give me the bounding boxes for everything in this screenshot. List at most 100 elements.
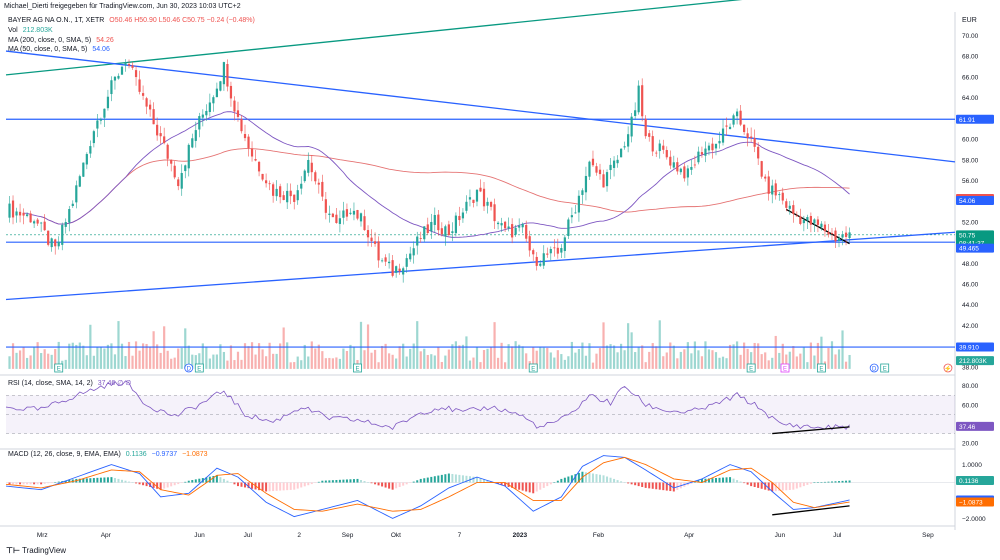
candle-body xyxy=(356,210,359,219)
volume-bar xyxy=(535,350,538,369)
macd-histogram-bar xyxy=(651,482,654,489)
legend-ma50-row[interactable]: MA (50, close, 0, SMA, 5) 54.06 xyxy=(8,46,110,53)
volume-bar xyxy=(391,354,394,369)
macd-histogram-bar xyxy=(542,482,545,488)
time-tick-label: Okt xyxy=(391,532,401,539)
event-marker-label: D xyxy=(872,366,877,372)
candle-body xyxy=(542,253,545,266)
volume-bar xyxy=(637,347,640,369)
volume-bar xyxy=(500,342,503,369)
macd-histogram-bar xyxy=(215,475,218,483)
candle-body xyxy=(250,148,254,157)
volume-bar xyxy=(778,352,781,369)
volume-bar xyxy=(377,362,380,369)
legend-volume-row[interactable]: Vol 212.803K xyxy=(8,27,53,34)
price-axis-label-text: 39.910 xyxy=(959,345,979,352)
price-tick-label: 44.00 xyxy=(962,302,979,309)
candle-body xyxy=(718,140,721,144)
macd-histogram-bar xyxy=(757,482,760,488)
volume-bar xyxy=(686,342,689,369)
candle-body xyxy=(641,85,644,117)
macd-histogram-bar xyxy=(363,481,366,483)
volume-bar xyxy=(131,355,134,369)
macd-histogram-bar xyxy=(451,473,454,483)
candle-body xyxy=(496,222,500,225)
volume-bar xyxy=(514,341,517,369)
candle-body xyxy=(651,136,654,152)
volume-bar xyxy=(767,360,770,369)
macd-histogram-bar xyxy=(809,482,812,484)
volume-bar xyxy=(549,352,552,369)
volume-bar xyxy=(683,349,686,369)
volume-bar xyxy=(588,343,591,369)
macd-histogram-bar xyxy=(767,482,770,491)
attribution-text: Michael_Dierti freigegeben für TradingVi… xyxy=(4,3,241,10)
candle-body xyxy=(388,261,391,264)
legend-macd-signal: −1.0873 xyxy=(182,451,208,458)
price-axis-label-text: 37.46 xyxy=(959,424,976,431)
price-tick-label: 60.00 xyxy=(962,137,979,144)
macd-histogram-bar xyxy=(293,482,296,490)
macd-histogram-bar xyxy=(444,474,447,483)
macd-histogram-bar xyxy=(47,482,50,484)
legend-ma200-row[interactable]: MA (200, close, 0, SMA, 5) 54.26 xyxy=(8,37,114,44)
macd-histogram-bar xyxy=(180,482,183,484)
legend-macd-row[interactable]: MACD (12, 26, close, 9, EMA, EMA) 0.1136… xyxy=(8,451,208,458)
macd-histogram-bar xyxy=(78,478,81,483)
volume-bar xyxy=(444,355,447,369)
macd-histogram-bar xyxy=(620,481,623,483)
volume-bar xyxy=(64,359,67,369)
candle-body xyxy=(99,119,102,121)
volume-bar xyxy=(82,345,85,369)
macd-histogram-bar xyxy=(574,474,577,483)
price-tick-label: 70.00 xyxy=(962,33,979,40)
rsi-divergence-line xyxy=(772,426,850,435)
macd-histogram-bar xyxy=(152,482,155,488)
volume-bar xyxy=(750,352,753,369)
macd-histogram-bar xyxy=(8,482,11,485)
candle-body xyxy=(117,75,120,79)
candle-body xyxy=(194,130,197,141)
candle-body xyxy=(623,146,626,148)
macd-histogram-bar xyxy=(135,482,138,484)
candle-body xyxy=(511,224,514,238)
volume-bar xyxy=(296,356,299,369)
volume-bar xyxy=(743,342,746,369)
price-axis-label xyxy=(956,342,994,352)
volume-bar xyxy=(644,362,647,369)
tradingview-logo[interactable]: ⊤⊢ TradingView xyxy=(6,546,66,555)
macd-histogram-bar xyxy=(208,476,211,483)
candle-body xyxy=(844,232,848,237)
candle-body xyxy=(619,148,623,158)
legend-symbol-row[interactable]: BAYER AG NA O.N., 1T, XETR O50.46 H50.90… xyxy=(8,17,255,24)
price-axis-label xyxy=(956,421,994,431)
macd-histogram-bar xyxy=(261,482,264,491)
volume-bar xyxy=(412,343,415,369)
macd-histogram-bar xyxy=(644,482,647,488)
event-marker-label: E xyxy=(819,366,823,372)
trendline-rising-support xyxy=(5,231,956,301)
candle-body xyxy=(479,187,482,192)
macd-histogram-bar xyxy=(68,480,71,483)
candle-body xyxy=(581,190,584,195)
volume-bar xyxy=(619,343,623,369)
candle-body xyxy=(757,146,760,159)
candle-body xyxy=(679,168,682,173)
volume-bar xyxy=(307,356,310,369)
candle-body xyxy=(437,214,440,231)
volume-bar xyxy=(419,351,422,369)
macd-histogram-bar xyxy=(848,480,851,483)
volume-bar xyxy=(370,352,373,369)
price-layer: E D E E E E E D E ⚡E xyxy=(8,59,953,373)
legend-rsi-row[interactable]: RSI (14, close, SMA, 14, 2) 37.46 ∅ ∅ xyxy=(8,379,131,387)
macd-histogram-bar xyxy=(584,472,587,483)
volume-bar xyxy=(542,347,545,369)
legend-ma50-label: MA (50, close, 0, SMA, 5) xyxy=(8,46,88,53)
macd-histogram-bar xyxy=(388,482,391,489)
candle-body xyxy=(366,230,370,238)
volume-bar xyxy=(658,320,661,369)
macd-histogram-bar xyxy=(303,482,306,487)
macd-histogram-bar xyxy=(722,477,725,483)
volume-bar xyxy=(507,344,510,369)
